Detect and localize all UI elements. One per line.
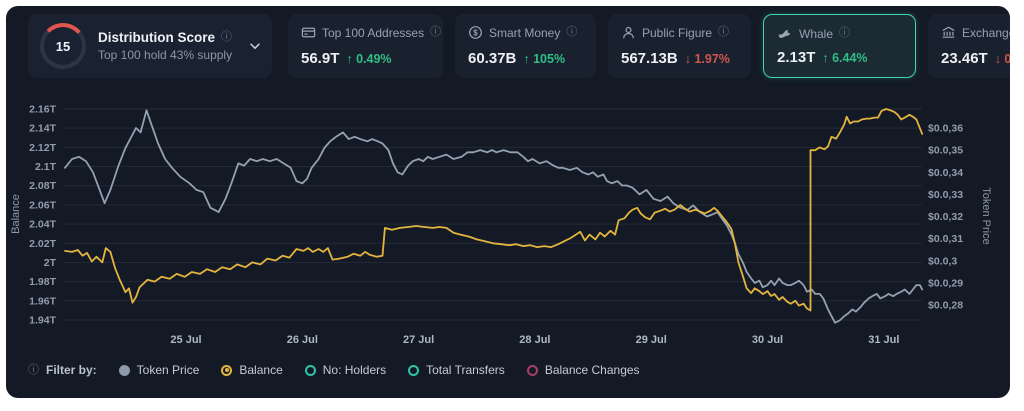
public-figure-icon [621, 25, 636, 40]
stat-label: Public Figure [642, 25, 713, 40]
stat-value: 60.37B [468, 50, 517, 67]
left-axis-tick-label: 1.94T [29, 314, 56, 326]
right-axis-tick-label: $0.0,28 [928, 300, 963, 312]
right-axis-tick-label: $0.0,35 [928, 145, 963, 157]
right-axis-tick-label: $0.0,33 [928, 189, 963, 201]
stat-card-exchange[interactable]: Exchange ⓘ 23.46T ↓ 0 [928, 14, 1010, 78]
x-axis-label: 31 Jul [868, 334, 899, 346]
legend-item-no-holders[interactable]: No: Holders [304, 363, 387, 377]
stat-card-smart-money[interactable]: $ Smart Money ⓘ 60.37B ↑ 105% [455, 14, 596, 78]
stat-value: 567.13B [621, 50, 678, 67]
right-axis-tick-label: $0.0,31 [928, 233, 963, 245]
left-axis-tick-label: 2.06T [29, 199, 56, 211]
legend-item-token-price[interactable]: Token Price [118, 363, 200, 377]
left-axis-tick-label: 1.96T [29, 295, 56, 307]
header-row: 15 Distribution Score ⓘ Top 100 hold 43%… [28, 14, 1010, 78]
info-icon[interactable]: ⓘ [221, 31, 233, 43]
filter-by-label: ⓘ Filter by: [28, 363, 97, 377]
x-axis-label: 28 Jul [519, 334, 550, 346]
distribution-score-gauge: 15 [40, 23, 86, 69]
legend-label: No: Holders [322, 363, 387, 377]
stat-change: ↑ 105% [523, 52, 566, 66]
stat-change: ↑ 6.44% [822, 51, 868, 65]
stat-card-public-figure[interactable]: Public Figure ⓘ 567.13B ↓ 1.97% [608, 14, 751, 78]
whale-icon [777, 26, 793, 41]
right-axis-tick-label: $0.0,34 [928, 167, 963, 179]
left-axis-tick-label: 2.04T [29, 219, 56, 231]
stat-card-top-100-addresses[interactable]: Top 100 Addresses ⓘ 56.9T ↑ 0.49% [288, 14, 443, 78]
chart-legend: ⓘ Filter by: Token Price Balance No: Hol… [28, 363, 640, 377]
legend-marker-icon [221, 364, 233, 376]
left-axis-tick-label: 2.16T [29, 104, 56, 116]
chevron-down-icon[interactable] [248, 39, 262, 53]
stat-cards-row: Top 100 Addresses ⓘ 56.9T ↑ 0.49% $ Smar… [288, 14, 1010, 78]
stat-label: Top 100 Addresses [322, 25, 425, 40]
x-axis-label: 27 Jul [403, 334, 434, 346]
distribution-score-card[interactable]: 15 Distribution Score ⓘ Top 100 hold 43%… [28, 14, 272, 78]
smart-money-icon: $ [468, 25, 483, 40]
left-axis-tick-label: 2.14T [29, 123, 56, 135]
stat-value: 23.46T [941, 50, 988, 67]
left-axis-tick-label: 2T [44, 257, 57, 269]
x-axis-label: 26 Jul [287, 334, 318, 346]
left-axis-tick-label: 2.1T [35, 161, 57, 173]
distribution-subtitle: Top 100 hold 43% supply [98, 48, 233, 62]
stat-label: Exchange [962, 25, 1010, 40]
right-axis-tick-label: $0.0,36 [928, 123, 963, 135]
legend-item-balance-changes[interactable]: Balance Changes [526, 363, 640, 377]
left-axis-title: Balance [10, 194, 22, 234]
left-axis-tick-label: 1.98T [29, 276, 56, 288]
left-axis-tick-label: 2.02T [29, 238, 56, 250]
info-icon[interactable]: ⓘ [28, 363, 39, 376]
info-icon[interactable]: ⓘ [430, 26, 442, 38]
stat-change: ↓ 1.97% [684, 52, 730, 66]
stat-change: ↑ 0.49% [346, 52, 392, 66]
distribution-title: Distribution Score [98, 30, 216, 45]
legend-marker-icon [304, 364, 316, 376]
legend-marker-icon [526, 364, 538, 376]
svg-text:$: $ [473, 28, 478, 37]
right-axis-tick-label: $0.0,32 [928, 211, 963, 223]
legend-label: Balance Changes [544, 363, 640, 377]
x-axis-label: 29 Jul [636, 334, 667, 346]
legend-marker-icon [118, 364, 130, 376]
info-icon[interactable]: ⓘ [566, 26, 578, 38]
left-axis-tick-label: 2.08T [29, 180, 56, 192]
legend-marker-icon [408, 364, 420, 376]
balance-line [64, 108, 924, 312]
x-axis-label: 25 Jul [170, 334, 201, 346]
legend-label: Total Transfers [426, 363, 505, 377]
distribution-score-value: 15 [55, 38, 71, 54]
holder-balance-widget: 15 Distribution Score ⓘ Top 100 hold 43%… [6, 6, 1010, 398]
token-price-line [64, 109, 924, 324]
right-axis-tick-label: $0.0,3 [928, 255, 957, 267]
info-icon[interactable]: ⓘ [839, 27, 851, 39]
stat-card-whale[interactable]: Whale ⓘ 2.13T ↑ 6.44% [763, 14, 916, 78]
card-icon [301, 25, 316, 40]
stat-label: Whale [799, 26, 834, 41]
legend-item-balance[interactable]: Balance [221, 363, 283, 377]
stat-change: ↓ 0 [994, 52, 1010, 66]
stat-label: Smart Money [489, 25, 561, 40]
distribution-text: Distribution Score ⓘ Top 100 hold 43% su… [98, 30, 232, 62]
exchange-icon [941, 25, 956, 40]
legend-label: Balance [239, 363, 283, 377]
right-axis-tick-label: $0.0,29 [928, 277, 963, 289]
legend-item-total-transfers[interactable]: Total Transfers [408, 363, 505, 377]
left-axis-tick-label: 2.12T [29, 142, 56, 154]
x-axis-label: 30 Jul [752, 334, 783, 346]
balance-price-chart[interactable]: 2.16T 2.14T 2.12T 2.1T 2.08T 2.06T 2.04T 2.02T 2… [6, 88, 1010, 348]
info-icon[interactable]: ⓘ [718, 26, 730, 38]
stat-value: 2.13T [777, 49, 816, 66]
legend-label: Token Price [136, 363, 200, 377]
stat-value: 56.9T [301, 50, 340, 67]
right-axis-title: Token Price [980, 187, 992, 245]
